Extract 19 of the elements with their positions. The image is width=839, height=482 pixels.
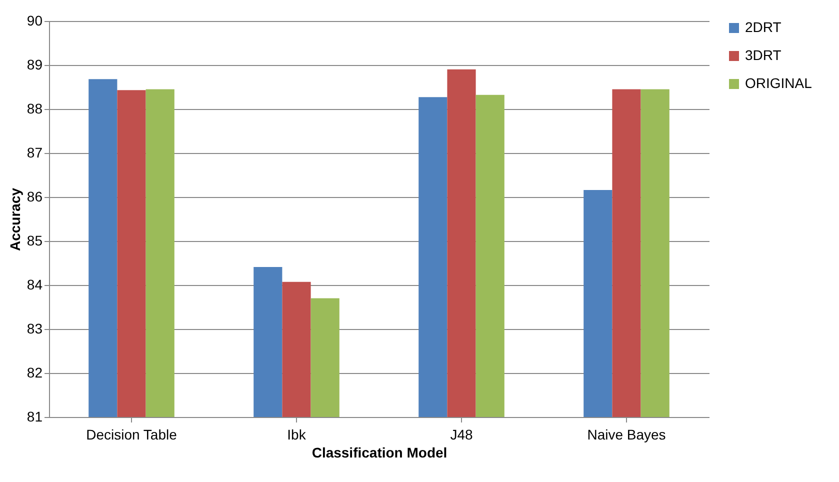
- legend-label: 3DRT: [745, 47, 782, 63]
- y-tick-label: 87: [26, 144, 43, 160]
- x-tick-label: Naive Bayes: [587, 426, 666, 442]
- y-tick-label: 84: [26, 276, 43, 292]
- y-axis-title: Accuracy: [6, 188, 23, 252]
- y-tick-label: 90: [26, 12, 43, 28]
- x-tick-label: Ibk: [287, 426, 307, 442]
- x-axis-title: Classification Model: [312, 444, 448, 460]
- legend-label: 2DRT: [745, 19, 782, 35]
- y-tick-label: 83: [26, 320, 43, 336]
- x-tick-label: J48: [450, 426, 473, 442]
- x-tick-label: Decision Table: [86, 426, 178, 442]
- y-tick-label: 86: [26, 188, 43, 204]
- y-tick-label: 81: [26, 408, 43, 424]
- y-tick-label: 89: [26, 56, 43, 72]
- y-tick-label: 82: [26, 364, 43, 380]
- legend-label: ORIGINAL: [745, 75, 812, 91]
- y-tick-label: 85: [26, 232, 43, 248]
- y-tick-label: 88: [26, 100, 43, 116]
